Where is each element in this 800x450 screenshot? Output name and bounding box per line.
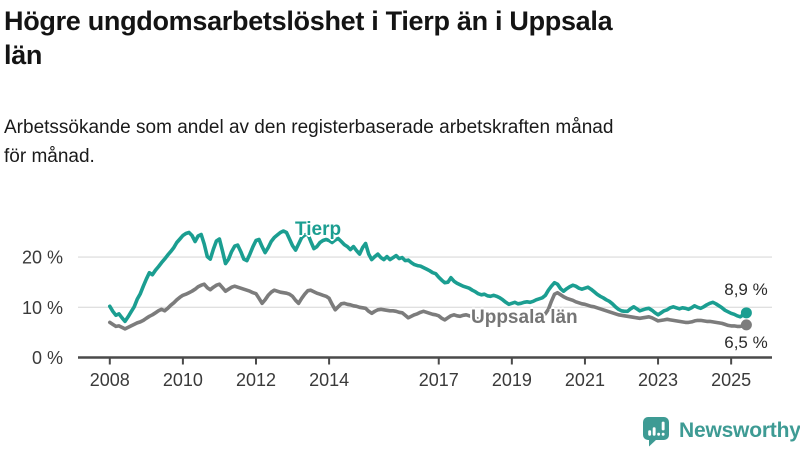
newsworthy-logo[interactable]: Newsworthy (642, 413, 800, 449)
newsworthy-logo-text: Newsworthy (679, 419, 800, 442)
chart-title: Högre ungdomsarbetslöshet i Tierp än i U… (4, 4, 792, 72)
x-tick-label: 2014 (309, 370, 349, 390)
series-line (108, 229, 749, 324)
chart-subtitle-line-2: för månad. (4, 146, 95, 167)
newsworthy-logo-icon (643, 416, 669, 446)
y-tick-label: 10 % (22, 298, 63, 318)
y-tick-label: 0 % (32, 348, 63, 368)
chart-subtitle-line-1: Arbetssökande som andel av den registerb… (4, 117, 614, 138)
x-tick-label: 2008 (90, 370, 130, 390)
chart-subtitle: Arbetssökande som andel av den registerb… (4, 113, 784, 171)
series-end-dot (740, 319, 752, 331)
series-line (108, 282, 749, 331)
x-tick-label: 2025 (711, 370, 751, 390)
chart-title-line-1: Högre ungdomsarbetslöshet i Tierp än i U… (4, 6, 613, 36)
tierp-series-label: Tierp (295, 219, 342, 240)
chart-title-line-2: län (4, 40, 43, 70)
x-tick-label: 2019 (492, 370, 532, 390)
x-tick-label: 2010 (163, 370, 203, 390)
x-tick-label: 2017 (419, 370, 459, 390)
uppsala-end-value-label: 6,5 % (724, 333, 768, 352)
tierp-end-value-label: 8,9 % (724, 280, 768, 299)
uppsala-series-label: Uppsala län (471, 307, 578, 328)
series-end-dot (740, 307, 752, 319)
y-tick-label: 20 % (22, 248, 63, 268)
x-tick-label: 2021 (565, 370, 605, 390)
x-tick-label: 2023 (638, 370, 678, 390)
x-tick-label: 2012 (236, 370, 276, 390)
